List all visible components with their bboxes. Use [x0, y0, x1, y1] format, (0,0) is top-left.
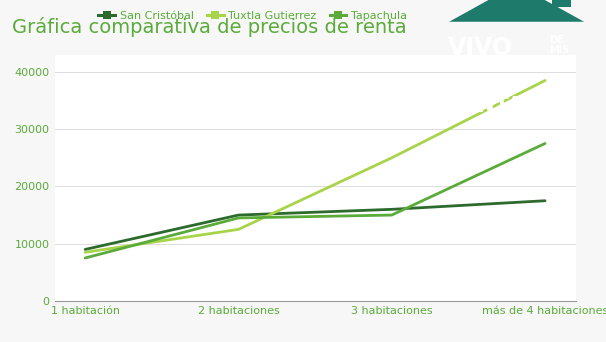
Text: Gráfica comparativa de precios de renta: Gráfica comparativa de precios de renta [12, 17, 407, 37]
FancyBboxPatch shape [552, 0, 571, 8]
Text: VIVO: VIVO [448, 36, 513, 60]
Text: DE
MIS: DE MIS [549, 35, 569, 55]
Polygon shape [449, 0, 584, 22]
Text: RENTA$: RENTA$ [448, 96, 539, 116]
Legend: San Cristóbal, Tuxtla Gutierrez, Tapachula: San Cristóbal, Tuxtla Gutierrez, Tapachu… [94, 6, 411, 25]
